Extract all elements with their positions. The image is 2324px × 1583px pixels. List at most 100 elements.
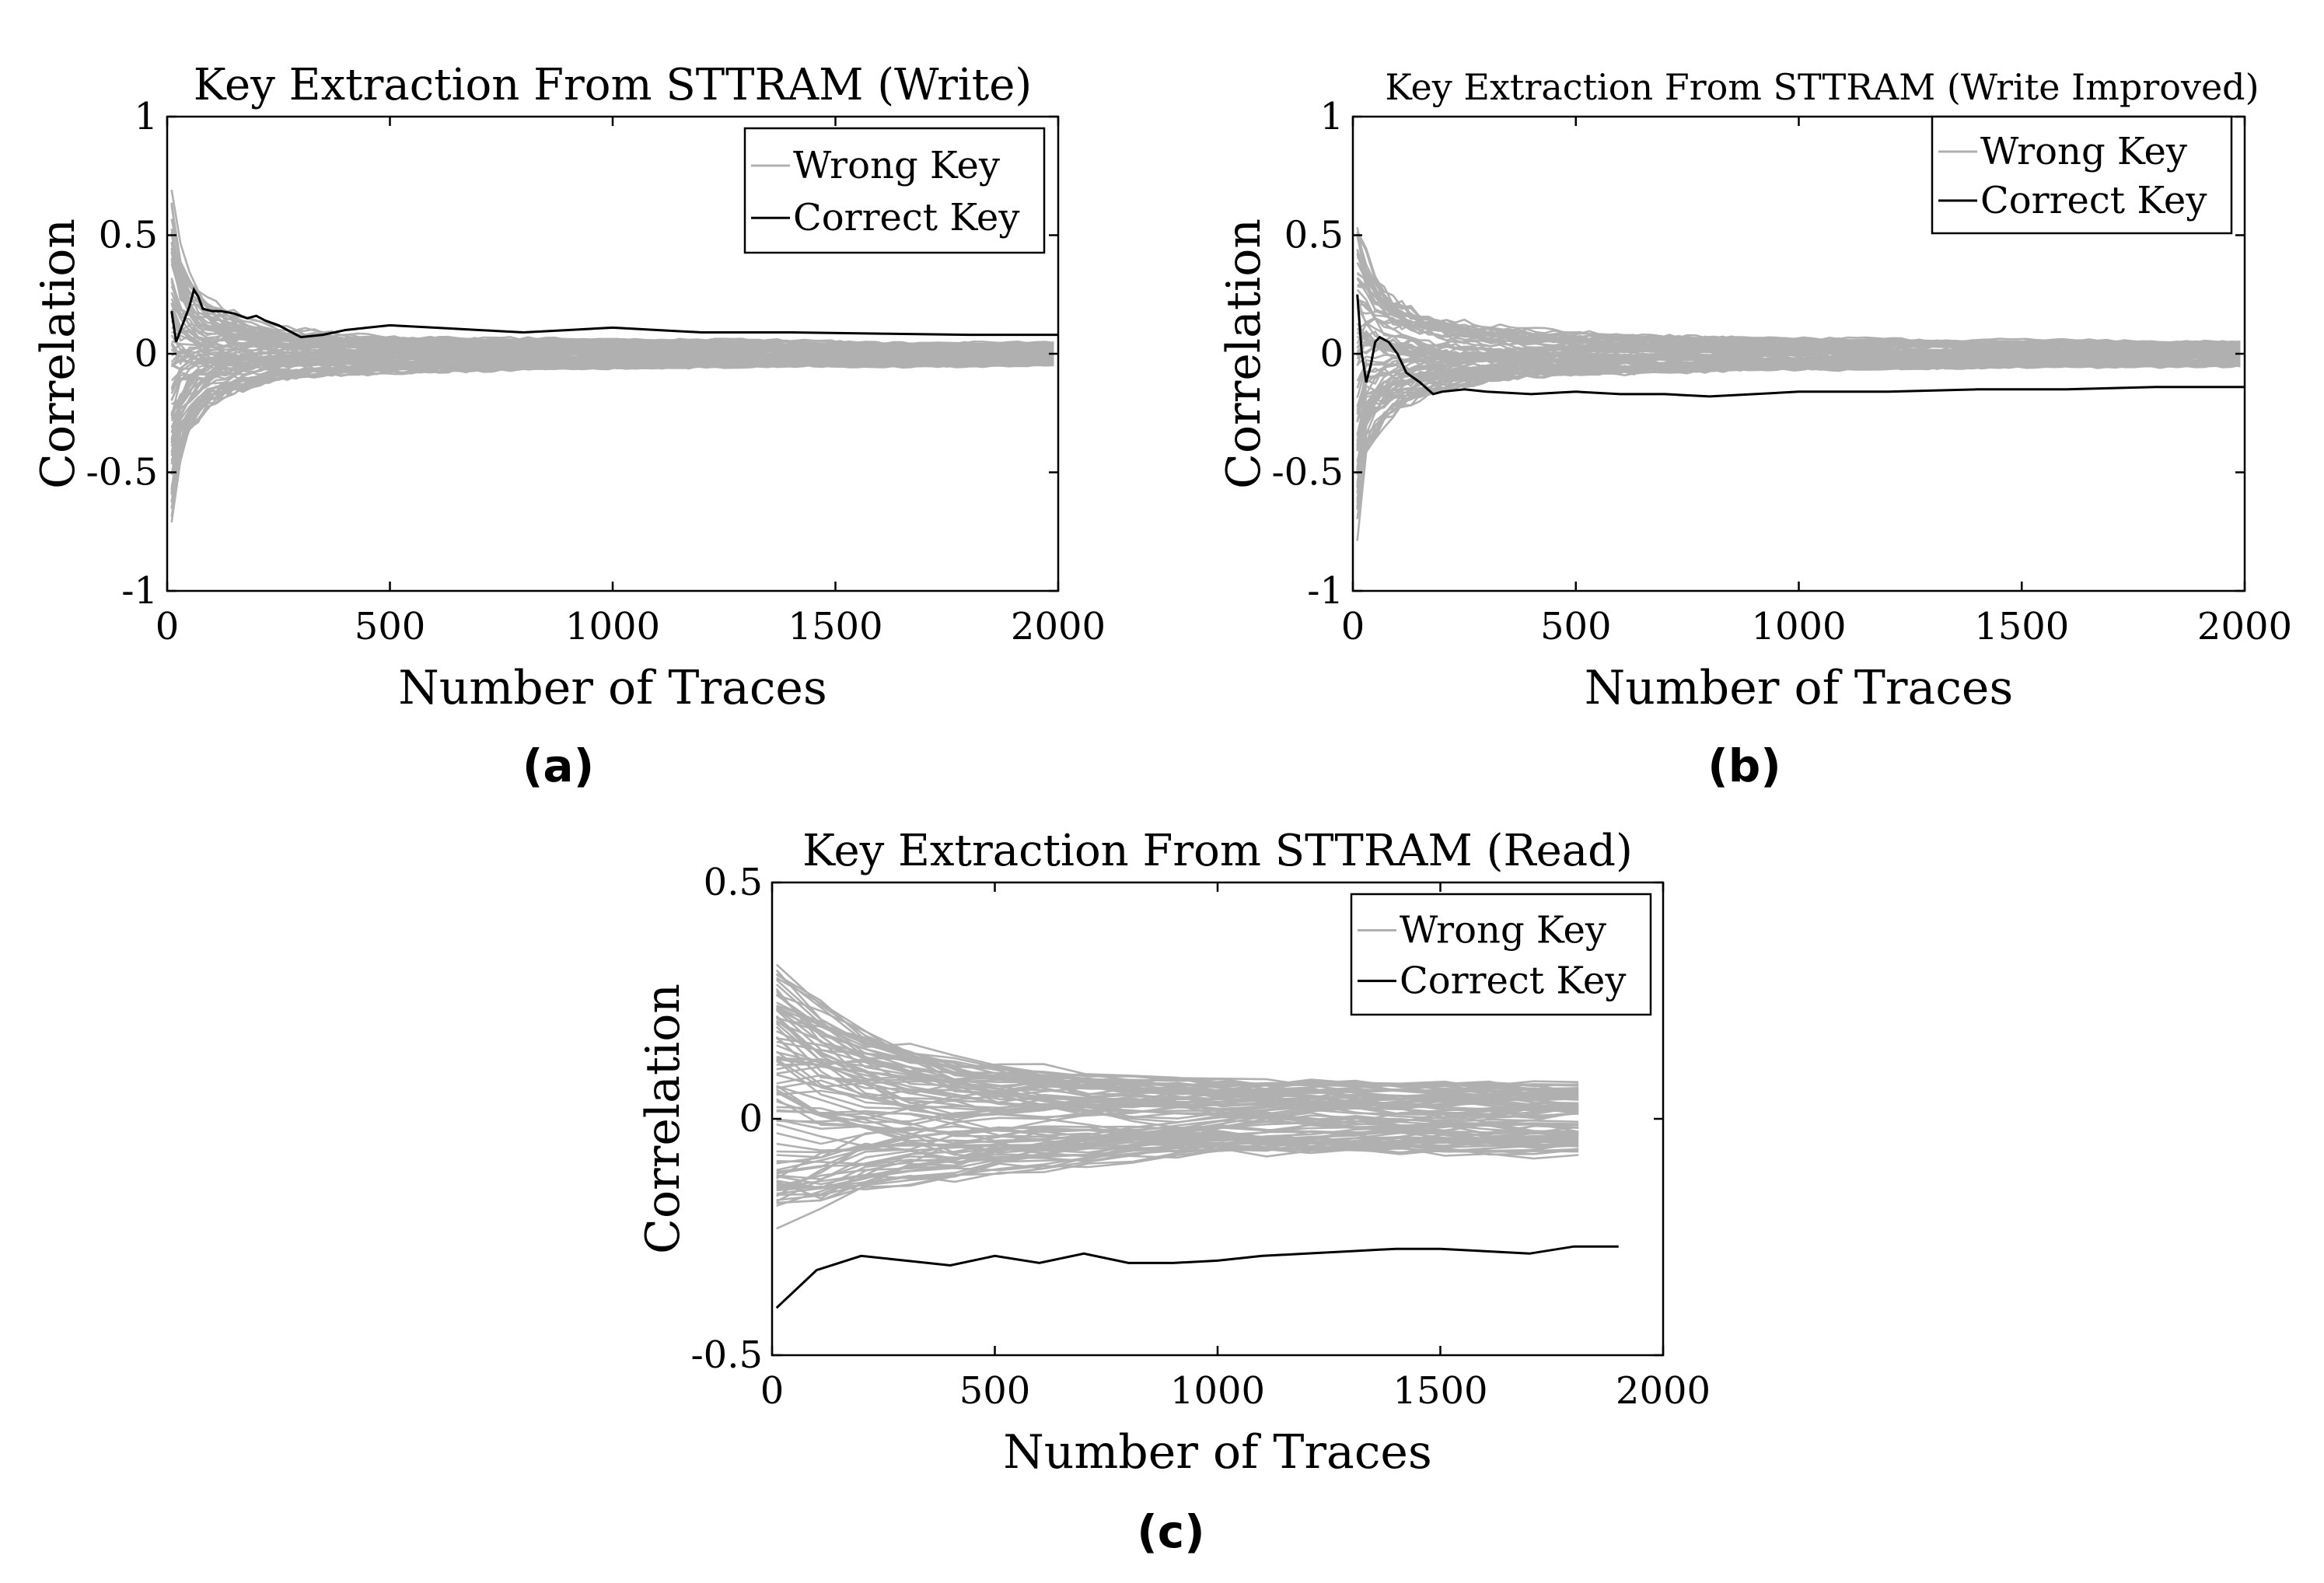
panel-label: (c) xyxy=(1137,1505,1204,1558)
x-tick-label: 1000 xyxy=(1170,1369,1265,1413)
wrong-key-trace xyxy=(1356,361,2241,504)
wrong-key-trace xyxy=(776,1091,1579,1122)
y-tick-label: -0.5 xyxy=(86,451,158,494)
x-tick-label: 0 xyxy=(1341,605,1365,648)
wrong-key-trace xyxy=(776,1137,1579,1165)
wrong-key-trace xyxy=(1356,361,2241,509)
y-axis-label: Correlation xyxy=(31,218,86,489)
y-tick-label: 0.5 xyxy=(704,861,763,904)
wrong-key-trace xyxy=(170,358,1054,495)
chart-title: Key Extraction From STTRAM (Write Improv… xyxy=(1385,66,2259,108)
wrong-key-trace xyxy=(775,979,1579,1094)
x-tick-label: 1500 xyxy=(1393,1369,1487,1413)
x-tick-label: 1500 xyxy=(788,605,882,648)
legend-label-correct-key: Correct Key xyxy=(1400,959,1626,1003)
x-axis: 0 500 1000 1500 2000 xyxy=(156,117,1106,648)
wrong-key-trace xyxy=(170,362,1054,508)
x-tick-label: 500 xyxy=(355,605,426,648)
plot-data xyxy=(775,963,1619,1309)
legend-box xyxy=(1931,115,2233,235)
wrong-key-trace xyxy=(776,1123,1579,1152)
y-tick-label: -1 xyxy=(121,569,158,613)
wrong-key-trace xyxy=(170,362,1054,523)
legend: Wrong Key Correct Key xyxy=(1350,893,1652,1016)
wrong-key-trace xyxy=(776,1074,1579,1116)
wrong-key-trace xyxy=(170,233,1054,351)
wrong-key-trace xyxy=(1356,359,2241,501)
series-wrong-key xyxy=(170,189,1054,523)
x-tick-label: 1000 xyxy=(1751,605,1846,648)
chart-title: Key Extraction From STTRAM (Write) xyxy=(194,60,1033,110)
wrong-key-trace xyxy=(170,361,1054,456)
chart-panel-a: 0 500 1000 1500 2000 -1 -0.5 0 0.5 1 Number of Tra… xyxy=(31,60,1106,792)
y-tick-label: 0 xyxy=(1319,332,1344,376)
x-axis-label: Number of Traces xyxy=(1585,661,2013,715)
series-wrong-key xyxy=(775,963,1579,1230)
wrong-key-trace xyxy=(1357,345,2241,360)
legend-label-correct-key: Correct Key xyxy=(1980,179,2207,222)
legend-label-wrong-key: Wrong Key xyxy=(1400,909,1606,952)
y-tick-label: -0.5 xyxy=(1271,451,1344,494)
x-tick-label: 2000 xyxy=(2197,605,2292,648)
wrong-key-trace xyxy=(776,1074,1579,1111)
x-tick-label: 1500 xyxy=(1974,605,2069,648)
x-axis: 0 500 1000 1500 2000 xyxy=(1341,117,2292,648)
x-tick-label: 500 xyxy=(959,1369,1031,1413)
panel-label: (b) xyxy=(1707,739,1781,792)
wrong-key-trace xyxy=(1356,358,2241,484)
wrong-key-trace xyxy=(1356,334,2241,362)
y-axis-label: Correlation xyxy=(1217,218,1271,489)
chart-title: Key Extraction From STTRAM (Read) xyxy=(802,826,1633,876)
y-axis: -0.5 0 0.5 xyxy=(690,861,1663,1377)
wrong-key-trace xyxy=(170,358,1054,502)
wrong-key-trace xyxy=(170,361,1054,487)
wrong-key-trace xyxy=(1356,361,2241,508)
wrong-key-trace xyxy=(776,1118,1579,1155)
wrong-key-trace xyxy=(170,357,1054,495)
y-axis: -1 -0.5 0 0.5 1 xyxy=(1271,95,2245,613)
wrong-key-trace xyxy=(170,360,1054,517)
legend-box xyxy=(743,127,1046,254)
wrong-key-trace xyxy=(1356,362,2241,519)
series-correct-key-line xyxy=(775,1245,1619,1309)
x-axis-label: Number of Traces xyxy=(1003,1425,1431,1480)
y-axis-label: Correlation xyxy=(636,984,690,1254)
wrong-key-trace xyxy=(1356,249,2241,345)
wrong-key-trace xyxy=(1356,357,2241,463)
legend: Wrong Key Correct Key xyxy=(743,127,1046,254)
wrong-key-trace xyxy=(170,252,1054,351)
y-tick-label: 0 xyxy=(134,332,158,376)
wrong-key-trace xyxy=(1356,362,2241,499)
wrong-key-trace xyxy=(775,994,1579,1094)
panel-label: (a) xyxy=(522,739,594,792)
x-tick-label: 1000 xyxy=(565,605,660,648)
plot-data xyxy=(170,189,1058,523)
y-tick-label: 1 xyxy=(1319,95,1344,138)
x-tick-label: 0 xyxy=(760,1369,785,1413)
wrong-key-trace xyxy=(170,361,1054,493)
wrong-key-trace xyxy=(1357,285,2241,352)
wrong-key-trace xyxy=(170,362,1054,503)
x-tick-label: 0 xyxy=(156,605,180,648)
series-wrong-key xyxy=(1356,227,2241,541)
series-correct-key-line xyxy=(1356,294,2245,398)
wrong-key-trace xyxy=(1356,360,2241,509)
wrong-key-trace xyxy=(170,359,1054,491)
wrong-key-trace xyxy=(170,358,1054,493)
legend-label-wrong-key: Wrong Key xyxy=(1980,130,2187,173)
wrong-key-trace xyxy=(170,241,1054,351)
wrong-key-trace xyxy=(170,361,1054,509)
x-axis-label: Number of Traces xyxy=(398,661,827,715)
x-axis: 0 500 1000 1500 2000 xyxy=(760,882,1711,1413)
wrong-key-trace xyxy=(1356,358,2241,510)
legend-box xyxy=(1350,893,1652,1016)
wrong-key-trace xyxy=(170,359,1054,491)
y-tick-label: -0.5 xyxy=(690,1333,763,1377)
wrong-key-trace xyxy=(776,1037,1579,1109)
chart-panel-b: 0 500 1000 1500 2000 -1 -0.5 0 0.5 1 Number of Tra… xyxy=(1217,66,2292,792)
wrong-key-trace xyxy=(1356,273,2241,350)
plot-data xyxy=(1356,227,2245,541)
y-tick-label: 0.5 xyxy=(99,214,158,257)
